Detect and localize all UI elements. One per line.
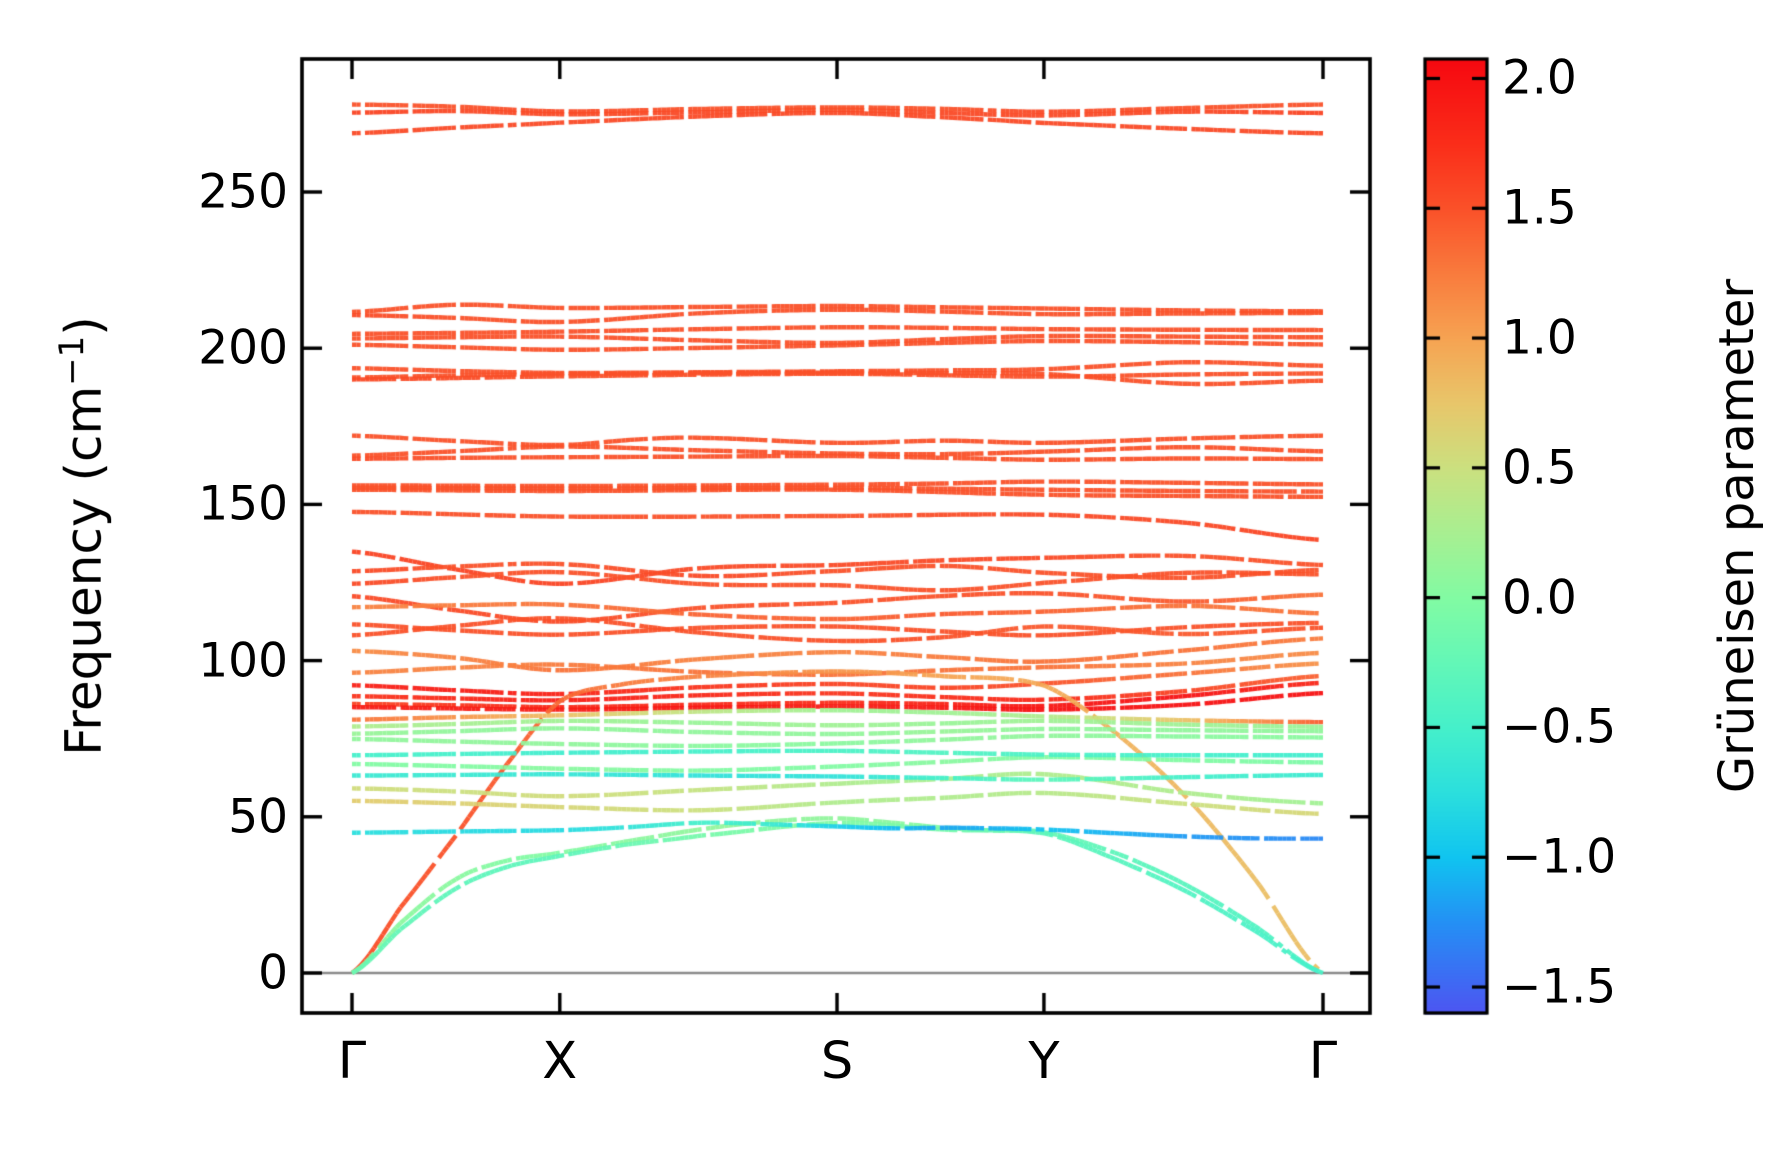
colorbar-tick-label-−1.0: −1.0	[1502, 829, 1617, 885]
y-axis-label: Frequency (cm−1)	[52, 316, 113, 756]
colorbar-label: Grüneisen parameter	[1709, 278, 1765, 794]
colorbar-tick-label-−1.5: −1.5	[1502, 959, 1617, 1015]
colorbar-tick-label-−0.5: −0.5	[1502, 699, 1617, 755]
x-tick-label-3-Y: Y	[1028, 1032, 1060, 1091]
x-tick-label-1-X: X	[542, 1032, 578, 1091]
y-tick-label-100: 100	[198, 633, 288, 689]
colorbar-tick-label-2.0: 2.0	[1502, 50, 1577, 106]
y-tick-label-200: 200	[198, 320, 288, 376]
y-tick-label-50: 50	[228, 789, 288, 845]
x-tick-label-4-Γ: Γ	[1308, 1032, 1338, 1091]
x-tick-label-0-Γ: Γ	[337, 1032, 367, 1091]
y-tick-label-0: 0	[258, 945, 288, 1001]
colorbar-tick-label-1.5: 1.5	[1502, 180, 1577, 236]
colorbar-tick-label-0.5: 0.5	[1502, 440, 1577, 496]
y-tick-label-150: 150	[198, 476, 288, 532]
y-tick-label-250: 250	[198, 164, 288, 220]
colorbar-tick-label-1.0: 1.0	[1502, 310, 1577, 366]
colorbar-tick-label-0.0: 0.0	[1502, 570, 1577, 626]
x-tick-label-2-S: S	[820, 1032, 854, 1091]
